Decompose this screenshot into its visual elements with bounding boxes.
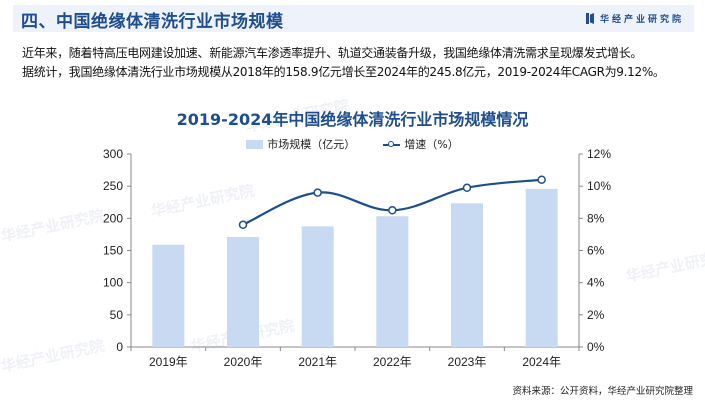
left-axis-tick-label: 0 [116,340,123,354]
growth-rate-marker [537,175,546,184]
left-axis-tick-label: 50 [110,308,124,322]
x-axis-tick-label: 2023年 [448,355,487,369]
brand-logo: 华经产业研究院 [585,12,684,25]
left-axis-tick-label: 150 [103,244,123,258]
growth-rate-marker [313,188,322,197]
right-axis-tick-label: 2% [587,308,605,322]
x-axis-tick-label: 2020年 [224,355,263,369]
section-header: 四、中国绝缘体清洗行业市场规模 华经产业研究院 [13,5,694,32]
chart-legend: 市场规模（亿元） 增速（%） [0,136,705,152]
growth-rate-marker [238,220,248,230]
left-axis-tick-label: 300 [103,147,123,161]
x-axis-tick-label: 2019年 [149,355,188,369]
x-axis-tick-label: 2022年 [373,355,412,369]
source-note: 资料来源：公开资料，华经产业研究院整理 [512,386,693,397]
right-axis-tick-label: 0% [587,340,605,354]
right-axis-tick-label: 10% [587,179,611,193]
bar-market-size [376,216,409,347]
legend-label-growth: 增速（%） [404,138,459,151]
legend-item-growth: 增速（%） [383,136,459,152]
legend-item-market-size: 市场规模（亿元） [246,136,355,152]
bar-market-size [451,203,483,347]
left-axis-tick-label: 200 [103,211,123,225]
intro-line-1: 近年来，随着特高压电网建设加速、新能源汽车渗透率提升、轨道交通装备升级，我国绝缘… [22,46,643,60]
right-axis-tick-label: 6% [587,244,605,258]
right-axis-tick-label: 4% [587,276,605,290]
bar-market-size [152,244,185,347]
brand-book-icon [585,13,595,24]
left-axis-tick-label: 250 [103,179,123,193]
intro-paragraph: 近年来，随着特高压电网建设加速、新能源汽车渗透率提升、轨道交通装备升级，我国绝缘… [22,44,692,82]
growth-rate-marker [388,206,397,215]
growth-rate-marker [462,183,472,193]
bar-market-size [227,236,259,347]
brand-name: 华经产业研究院 [599,15,684,25]
x-axis-tick-label: 2024年 [522,355,561,369]
x-axis-tick-label: 2021年 [298,355,337,369]
intro-line-2: 据统计，我国绝缘体清洗行业市场规模从2018年的158.9亿元增长至2024年的… [22,65,665,79]
bar-swatch-icon [246,139,264,149]
chart-title: 2019-2024年中国绝缘体清洗行业市场规模情况 [176,110,529,129]
right-axis-tick-label: 8% [587,211,605,225]
bar-market-size [301,226,334,347]
line-marker-icon [383,140,401,149]
left-axis-tick-label: 100 [103,276,123,290]
legend-label-market-size: 市场规模（亿元） [267,138,356,151]
section-title: 四、中国绝缘体清洗行业市场规模 [21,12,284,32]
right-axis-tick-label: 12% [587,147,611,161]
bar-market-size [525,188,558,347]
